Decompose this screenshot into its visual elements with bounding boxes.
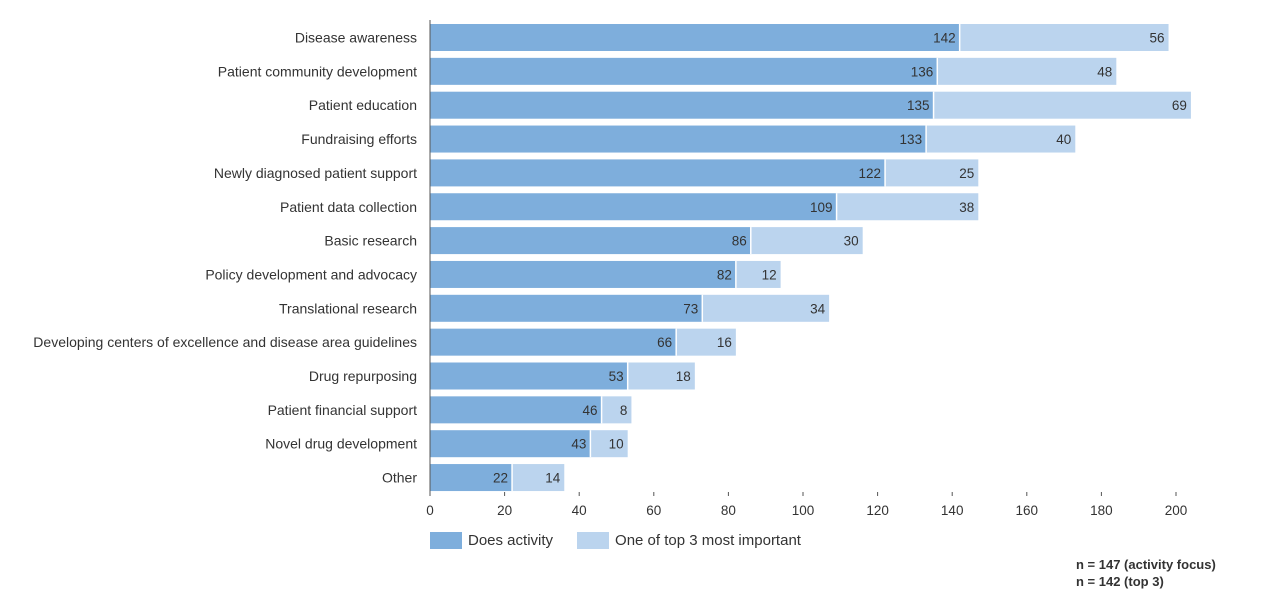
bar-segment (430, 362, 628, 390)
note-top3: n = 142 (top 3) (1076, 574, 1164, 589)
bar-segment (430, 24, 960, 51)
bar-segment (676, 328, 736, 356)
category-label: Translational research (279, 300, 417, 316)
category-label: Patient financial support (268, 402, 418, 418)
bar-segment (430, 260, 736, 288)
category-label: Novel drug development (265, 436, 417, 452)
bar-value-label: 10 (609, 437, 624, 452)
bar-segment (512, 464, 565, 492)
bar-segment (430, 294, 703, 322)
category-label: Developing centers of excellence and dis… (33, 334, 417, 350)
x-tick-label: 20 (497, 503, 512, 518)
bar-value-label: 66 (657, 335, 672, 350)
bar-value-label: 16 (717, 335, 732, 350)
bar-segment (430, 159, 886, 187)
x-tick-label: 140 (941, 503, 964, 518)
bar-value-label: 133 (900, 132, 923, 147)
category-label: Disease awareness (295, 30, 417, 46)
bar-value-label: 69 (1172, 98, 1187, 113)
legend-label-does-activity: Does activity (468, 532, 554, 549)
bar-segment (430, 57, 938, 85)
bar-value-label: 142 (933, 31, 956, 46)
bar-value-label: 40 (1056, 132, 1071, 147)
bar-value-label: 109 (810, 200, 833, 215)
bar-value-label: 48 (1097, 64, 1112, 79)
x-tick-label: 60 (646, 503, 661, 518)
category-label: Drug repurposing (309, 368, 417, 384)
bar-segment (885, 159, 979, 187)
category-label: Fundraising efforts (301, 131, 417, 147)
bar-segment (926, 125, 1076, 153)
x-tick-label: 120 (866, 503, 889, 518)
legend-item-does-activity: Does activity (430, 532, 553, 549)
bar-value-label: 122 (859, 166, 882, 181)
bar-value-label: 53 (609, 369, 624, 384)
category-label: Policy development and advocacy (205, 266, 417, 282)
bar-segment (430, 125, 927, 153)
bar-segment (836, 193, 979, 221)
bar-segment (735, 260, 781, 288)
bar-segment (430, 328, 677, 356)
legend-swatch-top3 (577, 532, 610, 549)
bar-value-label: 12 (762, 267, 777, 282)
bar-segment (430, 91, 934, 119)
bar-value-label: 43 (571, 437, 586, 452)
category-label: Other (382, 470, 417, 486)
x-tick-label: 180 (1090, 503, 1113, 518)
sample-size-notes: n = 147 (activity focus) n = 142 (top 3) (1076, 556, 1216, 590)
bar-segment (937, 57, 1117, 85)
note-activity-focus: n = 147 (activity focus) (1076, 557, 1216, 572)
x-tick-label: 200 (1165, 503, 1188, 518)
x-tick-label: 160 (1016, 503, 1039, 518)
category-label: Patient education (309, 97, 417, 113)
bar-value-label: 46 (583, 403, 598, 418)
bar-value-label: 73 (683, 301, 698, 316)
bar-value-label: 30 (844, 234, 859, 249)
bar-value-label: 14 (545, 471, 561, 486)
bar-segment (430, 430, 591, 458)
bar-value-label: 136 (911, 64, 934, 79)
legend-swatch-does-activity (430, 532, 462, 549)
bar-segment (430, 396, 602, 424)
bar-segment (933, 91, 1191, 119)
bar-segment (430, 464, 513, 492)
bar-value-label: 86 (732, 234, 747, 249)
bar-segment (590, 430, 628, 458)
bar-value-label: 25 (959, 166, 974, 181)
bar-value-label: 82 (717, 267, 732, 282)
x-tick-label: 80 (721, 503, 736, 518)
category-label: Patient data collection (280, 199, 417, 215)
bar-value-label: 56 (1150, 31, 1165, 46)
category-label: Newly diagnosed patient support (214, 165, 417, 181)
bar-segment (601, 396, 632, 424)
category-label: Basic research (324, 233, 417, 249)
bar-value-label: 22 (493, 471, 508, 486)
bar-value-label: 8 (620, 403, 628, 418)
x-tick-label: 0 (426, 503, 434, 518)
bar-segment (959, 24, 1169, 51)
bar-segment (702, 294, 830, 322)
category-label: Patient community development (218, 63, 417, 79)
x-tick-label: 40 (572, 503, 587, 518)
bar-value-label: 38 (959, 200, 974, 215)
legend-item-top3: One of top 3 most important (577, 532, 801, 549)
x-tick-label: 100 (792, 503, 815, 518)
legend: Does activity One of top 3 most importan… (430, 532, 825, 549)
bar-segment (430, 193, 837, 221)
bar-value-label: 34 (810, 301, 826, 316)
bar-value-label: 135 (907, 98, 930, 113)
bar-segment (627, 362, 695, 390)
bar-value-label: 18 (676, 369, 691, 384)
bar-segment (430, 227, 751, 255)
bar-segment (750, 227, 863, 255)
legend-label-top3: One of top 3 most important (615, 532, 801, 549)
